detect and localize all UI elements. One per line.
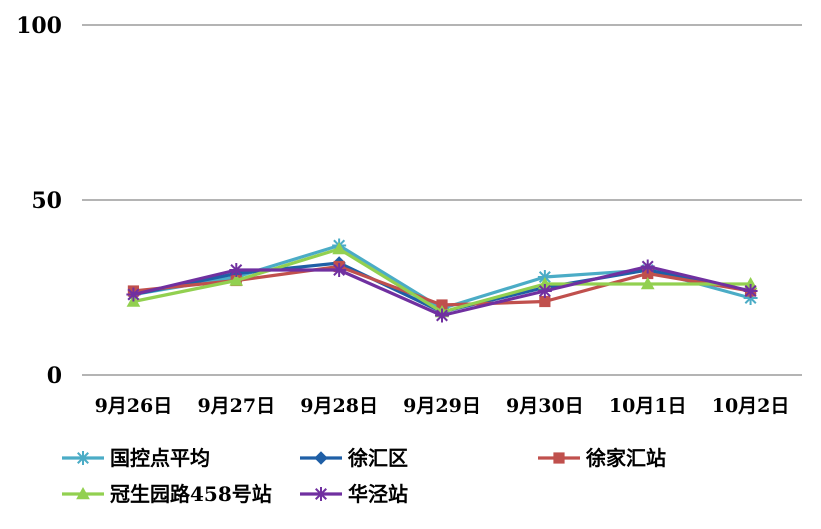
data-point xyxy=(332,263,347,277)
legend-label: 国控点平均 xyxy=(110,446,210,470)
legend-marker-icon xyxy=(553,452,565,464)
data-point xyxy=(126,287,141,302)
legend-marker-icon xyxy=(76,451,90,465)
legend-label: 华泾站 xyxy=(348,482,408,506)
data-point xyxy=(743,284,758,298)
data-point xyxy=(332,241,346,255)
x-category-label: 9月28日 xyxy=(300,395,378,417)
x-category-label: 9月29日 xyxy=(403,395,481,417)
y-axis-ticks: 0 50 100 xyxy=(16,13,62,389)
x-category-label: 9月27日 xyxy=(197,395,275,417)
y-tick-label: 0 xyxy=(47,363,62,389)
legend-item: 徐汇区 xyxy=(300,446,408,470)
legend-item: 国控点平均 xyxy=(62,446,210,470)
y-tick-label: 50 xyxy=(31,188,62,214)
x-category-label: 9月26日 xyxy=(95,395,173,417)
series-lines xyxy=(126,238,758,323)
data-point xyxy=(435,308,449,323)
x-category-label: 10月2日 xyxy=(712,395,790,417)
data-point xyxy=(640,259,655,274)
data-point xyxy=(229,263,244,277)
x-axis-categories: 9月26日 9月27日 9月28日 9月29日 9月30日 10月1日 10月2日 xyxy=(95,395,790,417)
legend-marker-icon xyxy=(314,487,328,501)
x-category-label: 9月30日 xyxy=(506,395,584,417)
data-point xyxy=(640,276,655,290)
data-point xyxy=(229,273,244,286)
y-tick-label: 100 xyxy=(16,13,62,39)
legend-label: 徐家汇站 xyxy=(585,446,666,470)
legend-item: 冠生园路458号站 xyxy=(62,482,272,506)
legend-label: 徐汇区 xyxy=(347,446,408,470)
legend-marker-icon xyxy=(76,486,90,500)
series-4 xyxy=(126,259,758,323)
data-point xyxy=(537,284,552,298)
legend-label: 冠生园路458号站 xyxy=(110,482,272,506)
x-category-label: 10月1日 xyxy=(609,395,687,417)
legend-marker-icon xyxy=(314,451,328,465)
gridlines xyxy=(82,24,802,376)
legend-item: 华泾站 xyxy=(300,482,408,506)
legend-item: 徐家汇站 xyxy=(538,446,666,470)
